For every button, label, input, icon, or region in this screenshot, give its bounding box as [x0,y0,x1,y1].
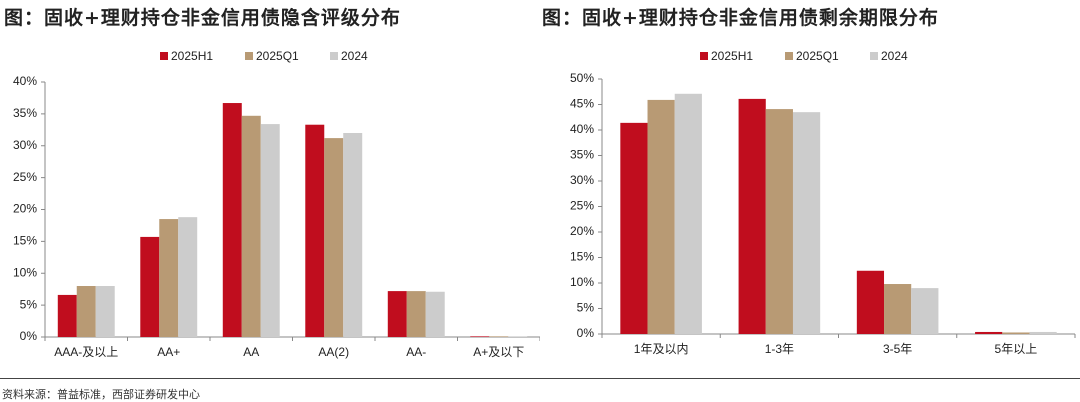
bar [470,336,490,337]
x-tick-label: AA(2) [318,345,349,359]
x-tick-label: AA- [406,345,426,359]
legend-label: 2025Q1 [796,49,839,63]
chart-title: 图：固收+理财持仓非金信用债隐含评级分布 [4,6,401,29]
bar [222,103,242,337]
bar [489,336,509,337]
bar [975,331,1003,334]
y-tick-label: 5% [20,297,38,311]
divider [0,378,1080,379]
bar [765,109,793,334]
bar [305,124,325,338]
bar [856,270,885,334]
x-tick-label: 1年及以内 [634,342,689,356]
legend-label: 2025Q1 [256,49,299,63]
y-tick-label: 40% [13,74,37,88]
legend-label: 2025H1 [711,49,753,63]
x-tick-label: 1-3年 [765,342,794,356]
y-tick-label: 10% [13,265,37,279]
legend-swatch [785,52,793,60]
y-tick-label: 10% [570,275,594,289]
legend-label: 2025H1 [171,49,213,63]
x-tick-label: AA [243,345,259,359]
y-tick-label: 45% [570,97,594,111]
legend-swatch [245,52,253,60]
bar [738,98,766,334]
bar [508,336,528,337]
bar [1029,331,1057,334]
bar [76,286,96,337]
y-tick-label: 25% [13,170,37,184]
bar [178,217,198,337]
bar [1002,332,1030,334]
legend-swatch [160,52,168,60]
bar [647,99,675,334]
chart: 图：固收+理财持仓非金信用债隐含评级分布 2025H1 2025Q1 2024 0% 5%… [4,6,540,359]
y-tick-label: 40% [570,122,594,136]
y-tick-label: 15% [570,250,594,264]
y-tick-label: 50% [570,71,594,85]
x-tick-label: A+及以下 [473,345,524,359]
bar [792,112,821,335]
x-tick-label: AAA-及以上 [54,345,118,359]
y-tick-label: 30% [570,173,594,187]
bar [425,291,445,337]
source-note: 资料来源：普益标准，西部证券研发中心 [2,389,200,401]
bar [387,291,407,337]
chart-title: 图：固收+理财持仓非金信用债剩余期限分布 [542,6,939,29]
x-tick-label: 3-5年 [883,342,912,356]
y-tick-label: 35% [570,148,594,162]
bar [159,219,179,337]
y-tick-label: 0% [577,326,595,340]
x-tick-label: AA+ [157,345,180,359]
bar [260,124,280,337]
y-tick-label: 20% [570,224,594,238]
y-tick-label: 20% [13,202,37,216]
bar [911,288,939,334]
bar [324,138,344,337]
y-tick-label: 5% [577,301,595,315]
bar [343,133,363,337]
bar [884,284,912,334]
bar [241,115,261,337]
bar [406,291,426,337]
bar [57,294,77,337]
legend-label: 2024 [881,49,908,63]
y-tick-label: 35% [13,106,37,120]
bar [620,122,648,334]
y-tick-label: 25% [570,199,594,213]
x-tick-label: 5年以上 [995,342,1038,356]
legend-swatch [330,52,338,60]
bar [140,236,160,337]
bar [674,93,702,334]
y-tick-label: 15% [13,234,37,248]
legend-swatch [870,52,878,60]
bar [95,286,115,337]
y-tick-label: 0% [20,329,38,343]
legend-swatch [700,52,708,60]
y-tick-label: 30% [13,138,37,152]
legend-label: 2024 [341,49,368,63]
chart: 图：固收+理财持仓非金信用债剩余期限分布 2025H1 2025Q1 2024 0% 5%… [542,6,1076,356]
